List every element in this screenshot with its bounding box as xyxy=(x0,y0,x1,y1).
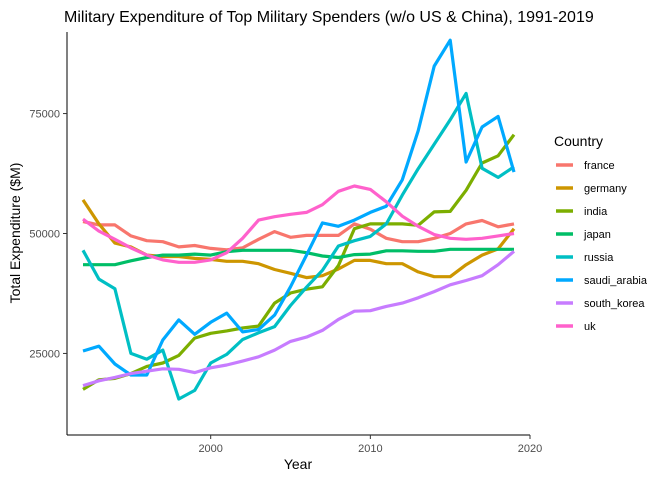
x-tick-label: 2000 xyxy=(198,443,222,455)
x-tick-label: 2020 xyxy=(518,443,542,455)
plot-area xyxy=(81,38,516,401)
y-tick-label: 75000 xyxy=(29,109,60,121)
legend-title: Country xyxy=(554,133,603,149)
x-axis-title: Year xyxy=(284,456,313,472)
legend-label-russia: russia xyxy=(584,252,614,264)
legend-label-france: france xyxy=(584,160,615,172)
series-line-uk xyxy=(82,184,515,264)
legend-label-india: india xyxy=(584,206,608,218)
chart-title: Military Expenditure of Top Military Spe… xyxy=(64,9,594,26)
legend-label-germany: germany xyxy=(584,183,627,195)
y-axis-title: Total Expenditure ($M) xyxy=(7,163,23,304)
y-tick-label: 25000 xyxy=(29,348,60,360)
series-line-south_korea xyxy=(82,250,516,388)
legend-label-south_korea: south_korea xyxy=(584,298,645,310)
legend: Country france germany india japan russia sau… xyxy=(554,133,648,333)
series-line-france xyxy=(82,218,515,252)
legend-label-uk: uk xyxy=(584,321,596,333)
x-axis-ticks: 2000 2010 2020 xyxy=(198,435,542,455)
series-line-saudi_arabia xyxy=(82,38,516,377)
y-tick-label: 50000 xyxy=(29,229,60,241)
legend-label-japan: japan xyxy=(583,229,611,241)
series-line-india xyxy=(82,133,516,391)
legend-label-saudi_arabia: saudi_arabia xyxy=(584,275,648,287)
y-axis-ticks: 25000 50000 75000 xyxy=(29,109,67,360)
series-line-russia xyxy=(81,91,515,401)
x-tick-label: 2010 xyxy=(358,443,382,455)
